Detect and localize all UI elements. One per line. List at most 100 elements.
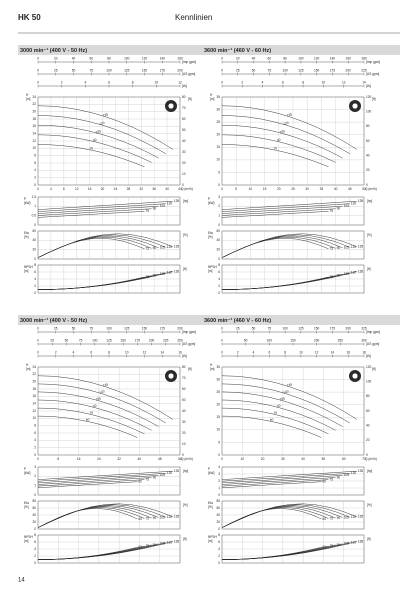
- pump-icon: [168, 373, 174, 379]
- curve-end-label: 90: [153, 475, 157, 479]
- ruler-label: 10: [125, 350, 129, 354]
- ruler-label: 175: [160, 68, 166, 72]
- sub-curve: [37, 205, 159, 214]
- ruler-label: 140: [330, 56, 336, 60]
- x-tick-label: 48: [158, 457, 162, 461]
- y-tick-label: 4: [34, 547, 36, 551]
- ruler-label: 18: [362, 350, 366, 354]
- sub-curve: [37, 203, 166, 212]
- sub-curve: [37, 545, 145, 560]
- sub-curve: [37, 208, 152, 216]
- pump-curve: [37, 115, 166, 154]
- sub-curve: [221, 506, 336, 528]
- y-tick-label: 20: [216, 133, 220, 137]
- y-tick-label: 60: [216, 506, 220, 510]
- y-tick-label: 5: [218, 440, 220, 444]
- axis-label: NPSH: [208, 265, 218, 269]
- ruler-label: 160: [177, 56, 183, 60]
- x-tick-label: 20: [261, 457, 265, 461]
- sub-curve: [37, 544, 152, 560]
- x-tick-label: 10: [241, 457, 245, 461]
- section-title: 3000 min⁻¹ (400 V - 50 Hz): [20, 317, 87, 324]
- curve-end-label: 90: [153, 516, 157, 520]
- x-tick-label: 32: [117, 457, 121, 461]
- sub-curve: [221, 481, 322, 489]
- ruler-label: 4: [73, 350, 75, 354]
- x-tick-label: 60: [342, 457, 346, 461]
- ruler-label: 150: [314, 68, 320, 72]
- y-tick-label: 80: [32, 499, 36, 503]
- sub-curve: [37, 276, 145, 290]
- y-tick-label: 40: [32, 238, 36, 242]
- x-axis-unit: Q (m³/h): [181, 187, 193, 191]
- ruler-label: 12: [342, 80, 346, 84]
- x-tick-label: 24: [97, 457, 101, 461]
- curve-end-label: 135: [174, 539, 180, 543]
- curve-end-label: 120: [167, 471, 173, 475]
- curve-end-label: 105: [344, 515, 350, 519]
- pump-curve: [37, 391, 159, 427]
- axis-label: H: [210, 93, 213, 97]
- curve-end-label: 75: [330, 275, 334, 279]
- ruler-label: 100: [124, 56, 130, 60]
- x-tick-label: 40: [334, 187, 338, 191]
- sub-curve: [221, 547, 322, 560]
- axis-label: P: [24, 467, 26, 471]
- y2-tick-label: 30: [182, 420, 186, 424]
- ruler-unit: [l/s]: [182, 84, 187, 88]
- axis-label: [ft]: [367, 267, 371, 271]
- x-tick-label: 30: [305, 187, 309, 191]
- y2-tick-label: 120: [366, 95, 372, 99]
- ruler-label: 50: [65, 338, 69, 342]
- ruler-label: 150: [314, 326, 320, 330]
- ruler-unit: [Imp gpm]: [366, 330, 380, 334]
- y2-tick-label: 60: [182, 387, 186, 391]
- x-tick-label: 50: [322, 457, 326, 461]
- curve-end-label: 120: [167, 515, 173, 519]
- curve-end-label: 90: [153, 246, 157, 250]
- curve-end-label: 75: [146, 275, 150, 279]
- y-tick-label: 0: [34, 257, 36, 261]
- y2-tick-label: 60: [182, 117, 186, 121]
- pump-icon: [352, 103, 358, 109]
- y-tick-label: 30: [216, 377, 220, 381]
- axis-label: [kW]: [24, 201, 30, 205]
- x-tick-label: 24: [114, 187, 118, 191]
- ruler-unit: [US gpm]: [366, 342, 379, 346]
- curve-end-label: 135: [174, 469, 180, 473]
- ruler-label: 10: [299, 350, 303, 354]
- curve-end-label: 135: [358, 469, 364, 473]
- axis-label: [m]: [210, 367, 215, 371]
- ruler-label: 2: [55, 350, 57, 354]
- x-tick-label: 25: [291, 187, 295, 191]
- curve-label: 120: [283, 389, 289, 394]
- x-tick-label: 20: [101, 187, 105, 191]
- pump-curve: [221, 391, 343, 427]
- curve-end-label: 135: [358, 515, 364, 519]
- ruler-label: 8: [284, 350, 286, 354]
- y-tick-label: 60: [32, 229, 36, 233]
- x-tick-label: 36: [152, 187, 156, 191]
- curve-end-label: 105: [160, 473, 166, 477]
- axis-label: [ft]: [188, 97, 192, 101]
- axis-label: [ft]: [183, 537, 187, 541]
- ruler-label: 100: [298, 56, 304, 60]
- ruler-label: 0: [37, 326, 39, 330]
- ruler-label: 200: [346, 326, 352, 330]
- ruler-label: 80: [107, 56, 111, 60]
- y-tick-label: 40: [216, 238, 220, 242]
- ruler-label: 150: [142, 68, 148, 72]
- curve-end-label: 120: [351, 471, 357, 475]
- y-tick-label: 6: [218, 270, 220, 274]
- x-tick-label: 0: [221, 457, 223, 461]
- y-tick-label: 0: [218, 453, 220, 457]
- axis-label: H: [26, 363, 29, 367]
- y-tick-label: 40: [216, 513, 220, 517]
- ruler-label: 125: [298, 68, 304, 72]
- curve-label: 135: [102, 382, 108, 387]
- axis-label: [hp]: [183, 199, 188, 203]
- ruler-unit: [US gpm]: [366, 72, 379, 76]
- x-tick-label: 16: [77, 457, 81, 461]
- y-tick-label: 0: [34, 527, 36, 531]
- curve-end-label: 135: [358, 539, 364, 543]
